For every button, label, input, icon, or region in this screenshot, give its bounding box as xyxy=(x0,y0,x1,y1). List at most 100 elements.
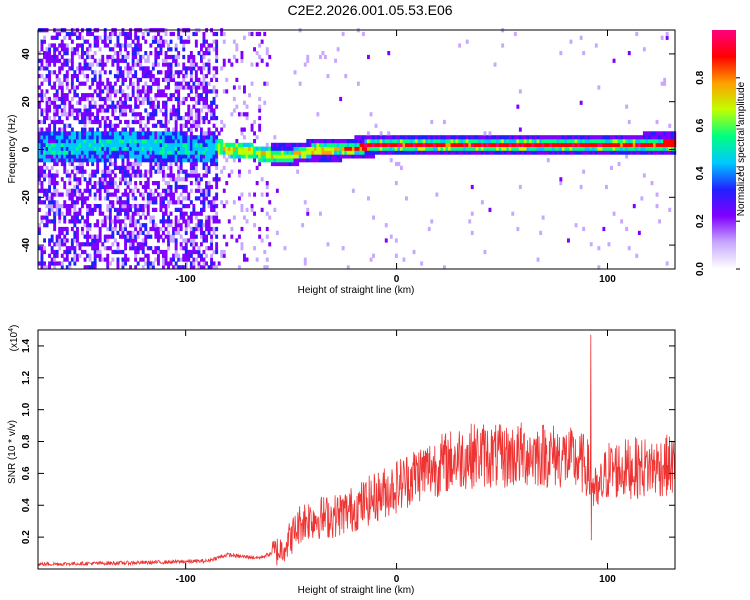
spectrogram-cell xyxy=(503,135,507,140)
spectrogram-cell xyxy=(356,139,360,144)
spectrogram-cell xyxy=(65,207,69,212)
spectrogram-cell xyxy=(116,66,120,71)
spectrogram-cell xyxy=(164,257,168,262)
spectrogram-cell xyxy=(174,253,178,258)
spectrogram-cell xyxy=(76,177,79,182)
spectrogram-cell xyxy=(45,135,49,140)
spectrogram-cell xyxy=(506,150,510,155)
spectrogram-cell xyxy=(230,226,234,232)
spectrogram-cell xyxy=(73,173,77,178)
spectrogram-cell xyxy=(167,127,170,132)
spectrogram-cell xyxy=(524,146,527,151)
spectrogram-cell xyxy=(159,158,163,163)
spectrogram-cell xyxy=(129,104,132,109)
spectrogram-cell xyxy=(149,234,153,239)
spectrogram-cell xyxy=(81,165,84,170)
spectrogram-cell xyxy=(93,234,97,239)
spectrogram-cell xyxy=(129,66,132,71)
spectrogram-cell xyxy=(478,146,482,151)
spectrogram-cell xyxy=(293,158,297,163)
spectrogram-cell xyxy=(93,104,97,109)
spectrogram-cell xyxy=(227,142,231,147)
spectrogram-cell xyxy=(65,96,69,102)
spectrogram-cell xyxy=(113,219,117,224)
spectrogram-cell xyxy=(101,62,105,67)
spectrogram-cell xyxy=(240,51,244,56)
spectrogram-cell xyxy=(48,104,51,109)
spectrogram-cell xyxy=(45,223,49,228)
spectrogram-cell xyxy=(55,234,59,239)
spectrogram-cell xyxy=(334,58,337,63)
spectrogram-cell xyxy=(179,116,183,121)
spectrogram-cell xyxy=(549,150,553,155)
spectrogram-cell xyxy=(96,142,100,147)
spectrogram-cell xyxy=(76,200,79,205)
spectrogram-cell xyxy=(167,154,170,159)
spectrogram-cell xyxy=(139,158,143,163)
spectrogram-cell xyxy=(288,150,292,155)
spectrogram-cell xyxy=(235,146,239,151)
spectrogram-cell xyxy=(83,169,87,174)
spectrogram-cell xyxy=(43,261,46,266)
spectrogram-cell xyxy=(149,200,153,205)
spectrogram-cell xyxy=(235,47,239,52)
spectrogram-cell xyxy=(192,62,196,67)
spectrogram-cell xyxy=(367,154,370,159)
spectrogram-cell xyxy=(58,77,62,82)
spectrogram-cell xyxy=(192,150,196,155)
spectrogram-cell xyxy=(159,154,163,159)
spectrogram-cell xyxy=(410,139,413,144)
spectrogram-cell xyxy=(65,265,69,270)
spectrogram-cell xyxy=(663,81,667,86)
spectrogram-cell xyxy=(103,161,107,167)
spectrogram-cell xyxy=(197,135,201,140)
spectrogram-cell xyxy=(76,253,79,258)
spectrogram-cell xyxy=(329,146,332,151)
spectrogram-cell xyxy=(119,112,122,117)
spectrogram-cell xyxy=(420,261,424,266)
spectrogram-cell xyxy=(50,139,54,144)
spectrogram-cell xyxy=(63,181,67,186)
spectrogram-cell xyxy=(354,139,358,144)
spectrogram-cell xyxy=(222,142,226,147)
spectrogram-cell xyxy=(215,89,219,94)
spectrogram-cell xyxy=(506,135,510,140)
spectrogram-cell xyxy=(174,188,178,193)
spectrogram-cell xyxy=(478,150,482,155)
spectrogram-cell xyxy=(642,135,646,140)
spectrogram-cell xyxy=(53,58,57,63)
spectrogram-cell xyxy=(96,169,100,174)
spectrogram-cell xyxy=(50,207,54,212)
spectrogram-cell xyxy=(222,249,226,255)
spectrogram-cell xyxy=(65,142,69,147)
spectrogram-cell xyxy=(222,165,226,170)
spectrogram-cell xyxy=(86,112,89,117)
spectrogram-cell xyxy=(306,142,310,147)
spectrogram-cell xyxy=(265,146,269,151)
spectrogram-cell xyxy=(210,207,213,212)
spectrogram-cell xyxy=(212,66,216,71)
spectrogram-cell xyxy=(139,66,143,71)
spectrogram-cell xyxy=(270,158,274,163)
spectrogram-cell xyxy=(134,31,138,37)
spectrogram-cell xyxy=(48,184,51,190)
spectrogram-cell xyxy=(139,169,143,174)
spectrogram-cell xyxy=(232,96,236,102)
spectrogram-cell xyxy=(162,142,165,147)
spectrogram-cell xyxy=(58,207,62,212)
spectrogram-cell xyxy=(45,47,49,52)
spectrogram-cell xyxy=(58,139,62,144)
spectrogram-cell xyxy=(346,150,350,155)
spectrogram-cell xyxy=(205,238,208,243)
spectrogram-cell xyxy=(162,200,165,205)
spectrogram-cell xyxy=(73,219,77,224)
spectrogram-cell xyxy=(88,62,92,67)
spectrogram-cell xyxy=(356,150,360,155)
spectrogram-cell xyxy=(119,74,122,79)
spectrogram-cell xyxy=(607,242,611,247)
spectrogram-cell xyxy=(65,204,69,209)
spectrogram-cell xyxy=(167,181,170,186)
spectrogram-cell xyxy=(73,261,77,266)
spectrogram-cell xyxy=(202,139,206,144)
